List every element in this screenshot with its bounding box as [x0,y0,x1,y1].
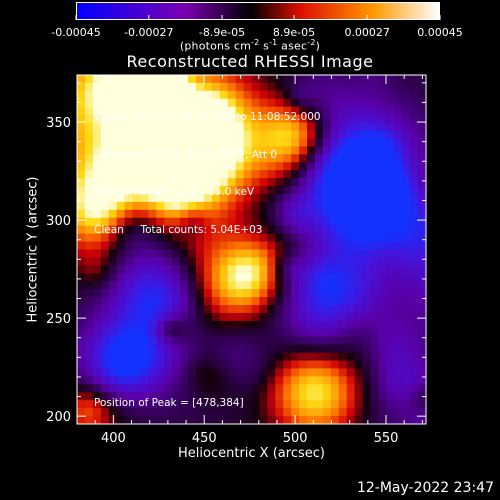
colorbar-tick-label: 8.9e-05 [273,26,315,39]
plot-title: Reconstructed RHESSI Image [126,52,374,71]
timestamp: 12-May-2022 23:47 [356,480,494,496]
x-axis-label: Heliocentric X (arcsec) [178,446,325,461]
info-line-time: 22-Apr-2013 11:04:52.000 to 11:08:52.000 [94,111,321,123]
peak-position: Position of Peak = [478,384] [94,397,244,409]
colorbar-tick-label: -0.00045 [51,26,100,39]
colorbar-units: (photons cm-2 s-1 asec-2) [179,38,321,53]
colorbar [76,2,440,20]
x-tick-label: 500 [283,431,308,446]
y-tick-label: 250 [46,312,71,327]
x-tick-label: 550 [374,431,399,446]
colorbar-tick-label: 0.00045 [417,26,463,39]
y-tick-label: 200 [46,410,71,425]
info-line-counts: Clean Total counts: 5.04E+03 [94,223,263,236]
y-tick-label: 300 [46,214,71,229]
y-axis-label: Heliocentric Y (arcsec) [25,176,41,323]
colorbar-tick-label: 0.00027 [344,26,390,39]
plot-frame [76,74,427,425]
info-line-energy: Energy Range: 12.0 - 25.0 keV [94,186,255,198]
x-tick-label: 400 [101,431,126,446]
colorbar-tick-label: -0.00027 [124,26,173,39]
info-block: 22-Apr-2013 11:04:52.000 to 11:08:52.000… [94,86,321,249]
info-line-detectors: Detectors: 3F 4F 5F 6F 7F 8F, Att 0 [94,148,278,161]
colorbar-gradient [77,3,439,19]
colorbar-axis: -0.00045 -0.00027 -8.9e-05 8.9e-05 0.00027 0.… [51,15,463,39]
rhessi-image [77,75,426,424]
y-tick-label: 350 [46,116,71,131]
colorbar-tick-label: -8.9e-05 [199,26,245,39]
x-tick-label: 450 [192,431,217,446]
